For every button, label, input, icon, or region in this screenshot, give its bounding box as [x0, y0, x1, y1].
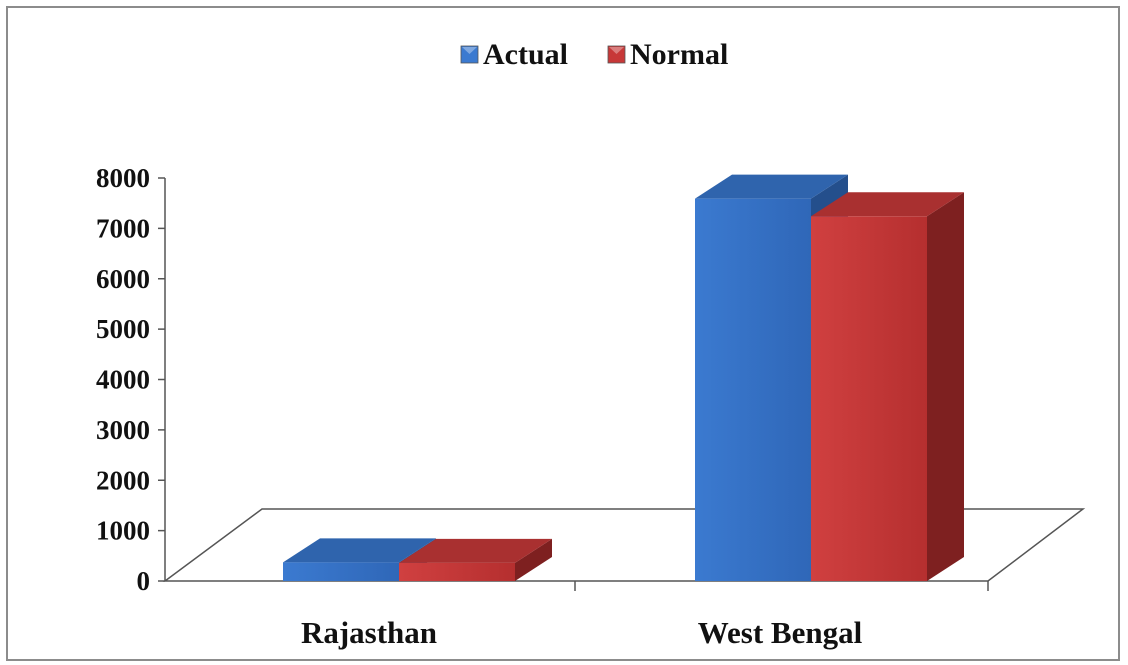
y-tick-label: 5000: [96, 314, 150, 344]
y-tick-label: 1000: [96, 516, 150, 546]
y-tick-label: 6000: [96, 264, 150, 294]
legend-label: Actual: [483, 38, 568, 71]
bar-normal-rajasthan: [399, 538, 552, 581]
bar-top: [695, 174, 848, 199]
y-axis-ticks: 0 1000 2000 3000 4000 5000 6000 7000 8000: [96, 163, 165, 596]
bars: [283, 174, 964, 581]
legend-swatch: [460, 45, 479, 64]
bar-front: [695, 198, 811, 581]
bar-side: [515, 538, 552, 581]
bar-front: [399, 562, 515, 581]
x-category-label: West Bengal: [698, 615, 863, 650]
legend-item-normal: Normal: [607, 38, 728, 71]
bar-normal-west-bengal: [811, 192, 964, 581]
bar-side: [927, 192, 964, 581]
y-tick-label: 2000: [96, 465, 150, 495]
y-tick-label: 8000: [96, 163, 150, 193]
y-tick-label: 3000: [96, 415, 150, 445]
bar-top: [811, 192, 964, 217]
legend: Actual Normal: [460, 38, 728, 71]
legend-swatch: [607, 45, 626, 64]
bar-top: [399, 538, 552, 563]
legend-swatch-highlight: [609, 47, 624, 54]
legend-label: Normal: [630, 38, 728, 71]
legend-item-actual: Actual: [460, 38, 568, 71]
y-tick-label: 4000: [96, 365, 150, 395]
bar-front: [811, 216, 927, 581]
bar-top: [283, 538, 436, 563]
x-category-label: Rajasthan: [301, 615, 437, 650]
y-tick-label: 0: [137, 566, 151, 596]
legend-swatch-highlight: [462, 47, 477, 54]
x-axis-labels: Rajasthan West Bengal: [301, 615, 863, 650]
bar-front: [283, 562, 399, 581]
y-tick-label: 7000: [96, 213, 150, 243]
